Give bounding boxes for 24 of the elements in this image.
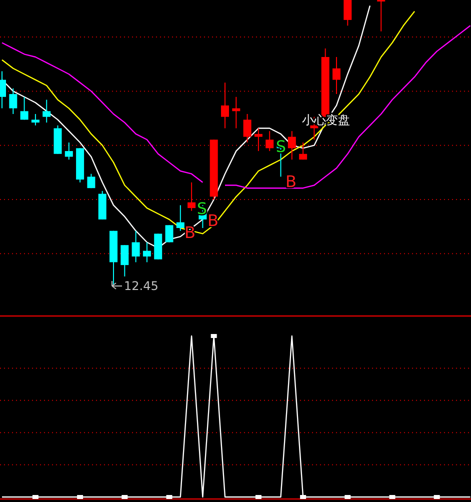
candlestick: [254, 128, 262, 152]
candlestick: [142, 242, 151, 263]
candlestick: [165, 224, 174, 243]
candlestick: [120, 244, 129, 277]
candlestick: [132, 230, 140, 263]
candlestick: [221, 82, 229, 129]
candlestick: [243, 114, 252, 143]
candlestick: [20, 96, 28, 120]
candlestick: [332, 56, 340, 95]
annotation: B: [208, 211, 218, 230]
candlestick: [176, 204, 184, 232]
annotation: 12.45: [124, 279, 158, 293]
candlestick: [288, 130, 296, 160]
candlestick: [87, 173, 96, 189]
candlestick: [299, 142, 308, 160]
candlestick: [344, 0, 352, 26]
candlestick: [188, 182, 196, 212]
candlestick: [42, 99, 51, 124]
candlestick: [64, 142, 73, 160]
candlestick: [266, 130, 274, 152]
annotation: B: [286, 172, 296, 191]
candlestick: [31, 114, 40, 126]
candlestick: [9, 88, 18, 114]
candlestick: [377, 0, 386, 32]
